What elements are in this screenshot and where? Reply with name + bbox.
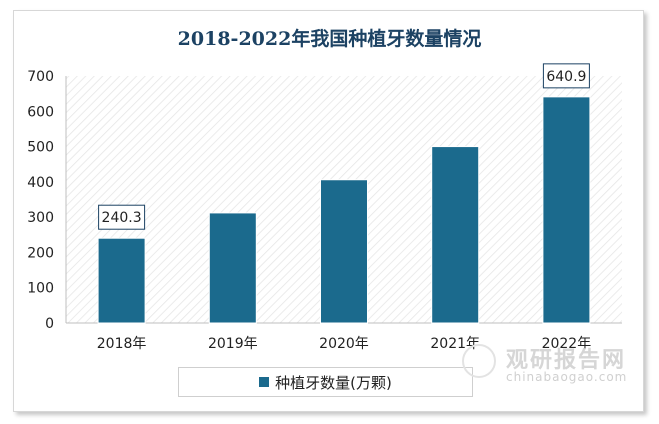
y-tick-label: 600	[27, 104, 54, 120]
x-tick-label: 2022年	[542, 336, 592, 352]
bar-2020年	[320, 179, 368, 324]
data-label-box	[542, 63, 590, 89]
y-tick-label: 200	[27, 245, 54, 261]
y-tick-label: 0	[45, 316, 54, 332]
x-tick-label: 2018年	[97, 336, 147, 352]
y-tick-label: 500	[27, 140, 54, 156]
watermark-name: 观研报告网	[506, 348, 627, 373]
y-tick-label: 100	[27, 281, 54, 297]
bar-2022年	[542, 96, 591, 324]
chart-title: 2018-2022年我国种植牙数量情况	[177, 28, 482, 50]
y-tick-label: 300	[27, 210, 54, 226]
watermark-logo-icon	[462, 344, 496, 378]
legend-label: 种植牙数量(万颗)	[275, 373, 392, 392]
data-label: 240.3	[102, 210, 142, 226]
watermark-url: chinabaogao.com	[506, 370, 628, 384]
y-tick-label: 700	[27, 69, 54, 85]
x-tick-label: 2019年	[208, 336, 258, 352]
bar-2019年	[208, 212, 257, 324]
data-label: 640.9	[546, 69, 586, 85]
data-label-box	[98, 204, 146, 230]
x-tick-label: 2020年	[319, 336, 369, 352]
legend-swatch	[259, 377, 270, 387]
legend: 种植牙数量(万颗)	[178, 367, 473, 397]
bar-2021年	[431, 146, 480, 324]
bar-2018年	[97, 237, 146, 324]
y-tick-label: 400	[27, 175, 54, 191]
